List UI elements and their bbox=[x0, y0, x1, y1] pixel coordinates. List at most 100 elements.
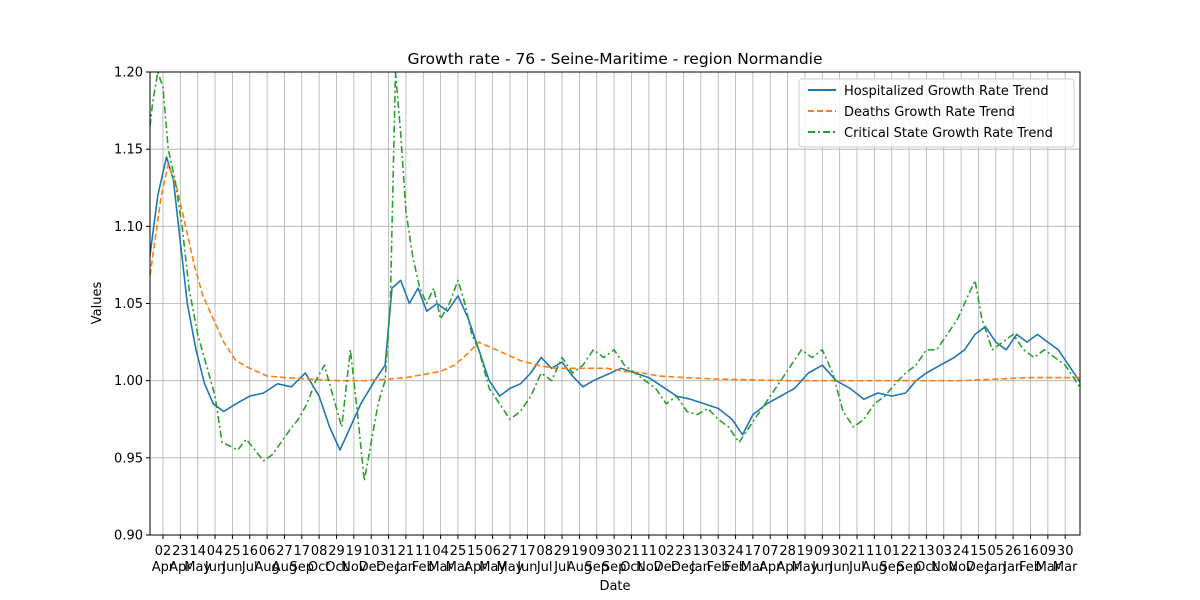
series-lines bbox=[150, 72, 1080, 482]
x-tick-day-label: 19 bbox=[797, 544, 814, 559]
x-tick-day-label: 30 bbox=[831, 544, 848, 559]
x-tick-month-label: Apr bbox=[776, 560, 799, 575]
x-tick-month-label: Sep bbox=[897, 560, 922, 575]
x-tick-month-label: Sep bbox=[290, 560, 315, 575]
x-tick-month-label: Jun bbox=[516, 560, 537, 575]
x-tick-day-label: 22 bbox=[901, 544, 918, 559]
x-tick-day-label: 17 bbox=[745, 544, 762, 559]
y-tick-label: 0.95 bbox=[114, 451, 143, 466]
x-tick-month-label: Feb bbox=[412, 560, 435, 575]
x-tick-day-label: 11 bbox=[641, 544, 658, 559]
x-tick-day-label: 09 bbox=[814, 544, 831, 559]
x-tick-day-label: 24 bbox=[953, 544, 970, 559]
x-tick-day-label: 29 bbox=[328, 544, 345, 559]
x-tick-month-label: Mar bbox=[446, 560, 471, 575]
x-tick-day-label: 24 bbox=[727, 544, 744, 559]
x-tick-month-label: Dec bbox=[966, 560, 991, 575]
x-tick-month-label: Mar bbox=[741, 560, 766, 575]
legend-box bbox=[798, 78, 1075, 148]
x-tick-day-label: 26 bbox=[1005, 544, 1022, 559]
x-tick-month-label: Dec bbox=[654, 560, 679, 575]
x-tick-month-label: Oct bbox=[620, 560, 642, 575]
x-tick-month-label: Jul bbox=[848, 560, 865, 575]
x-tick-month-label: Nov bbox=[636, 560, 662, 575]
grid bbox=[150, 71, 1080, 536]
x-tick-month-label: Aug bbox=[567, 560, 592, 575]
x-tick-day-label: 29 bbox=[554, 544, 571, 559]
x-tick-month-label: Apr bbox=[759, 560, 782, 575]
x-tick-day-label: 31 bbox=[380, 544, 397, 559]
x-tick-day-label: 06 bbox=[259, 544, 276, 559]
x-tick-day-label: 25 bbox=[224, 544, 241, 559]
x-tick-day-label: 09 bbox=[1040, 544, 1057, 559]
x-tick-day-label: 09 bbox=[588, 544, 605, 559]
x-tick-month-label: Jan bbox=[690, 560, 711, 575]
x-tick-day-label: 15 bbox=[467, 544, 484, 559]
x-tick-month-label: Jun bbox=[828, 560, 849, 575]
x-axis-ticks: 02Apr23Apr14May04Jun25Jun16Jul06Aug27Aug… bbox=[152, 535, 1078, 575]
legend-label-hospitalized: Hospitalized Growth Rate Trend bbox=[844, 84, 1049, 99]
x-tick-day-label: 07 bbox=[762, 544, 779, 559]
x-tick-day-label: 21 bbox=[623, 544, 640, 559]
x-tick-day-label: 21 bbox=[398, 544, 415, 559]
legend-label-deaths: Deaths Growth Rate Trend bbox=[844, 105, 1015, 120]
y-tick-label: 1.10 bbox=[114, 220, 143, 235]
x-tick-day-label: 19 bbox=[571, 544, 588, 559]
x-tick-day-label: 27 bbox=[276, 544, 293, 559]
x-tick-day-label: 25 bbox=[450, 544, 467, 559]
x-tick-month-label: Aug bbox=[254, 560, 279, 575]
legend-label-critical: Critical State Growth Rate Trend bbox=[844, 126, 1053, 141]
x-tick-day-label: 11 bbox=[415, 544, 432, 559]
x-tick-day-label: 16 bbox=[1022, 544, 1039, 559]
x-tick-day-label: 16 bbox=[241, 544, 258, 559]
x-tick-month-label: Sep bbox=[584, 560, 609, 575]
x-tick-month-label: Oct bbox=[308, 560, 330, 575]
x-tick-month-label: Aug bbox=[272, 560, 297, 575]
x-tick-month-label: Oct bbox=[325, 560, 347, 575]
x-tick-month-label: May bbox=[184, 560, 211, 575]
y-tick-label: 1.20 bbox=[114, 66, 143, 81]
x-tick-day-label: 15 bbox=[970, 544, 987, 559]
x-tick-day-label: 11 bbox=[866, 544, 883, 559]
x-tick-month-label: Apr bbox=[152, 560, 175, 575]
x-tick-day-label: 30 bbox=[1057, 544, 1074, 559]
x-tick-month-label: Jul bbox=[553, 560, 570, 575]
y-tick-label: 1.15 bbox=[114, 143, 143, 158]
x-tick-day-label: 17 bbox=[519, 544, 536, 559]
x-tick-day-label: 14 bbox=[189, 544, 206, 559]
x-tick-day-label: 01 bbox=[883, 544, 900, 559]
x-tick-month-label: Jun bbox=[221, 560, 242, 575]
x-tick-month-label: Sep bbox=[879, 560, 904, 575]
x-tick-month-label: Jun bbox=[811, 560, 832, 575]
x-tick-day-label: 03 bbox=[710, 544, 727, 559]
x-tick-month-label: Jul bbox=[241, 560, 258, 575]
x-tick-day-label: 17 bbox=[294, 544, 311, 559]
x-tick-month-label: Sep bbox=[602, 560, 627, 575]
x-tick-day-label: 02 bbox=[155, 544, 172, 559]
x-tick-month-label: Mar bbox=[428, 560, 453, 575]
x-tick-month-label: May bbox=[792, 560, 819, 575]
series-critical-line bbox=[150, 72, 1080, 482]
x-tick-month-label: Jan bbox=[1002, 560, 1023, 575]
x-tick-day-label: 02 bbox=[658, 544, 675, 559]
x-tick-day-label: 06 bbox=[484, 544, 501, 559]
x-tick-month-label: Jun bbox=[204, 560, 225, 575]
series-hospitalized-line bbox=[150, 156, 1080, 451]
x-tick-month-label: Aug bbox=[862, 560, 887, 575]
x-tick-month-label: May bbox=[497, 560, 524, 575]
x-tick-month-label: Dec bbox=[376, 560, 401, 575]
x-tick-month-label: Dec bbox=[359, 560, 384, 575]
x-tick-month-label: Dec bbox=[671, 560, 696, 575]
x-tick-month-label: Feb bbox=[707, 560, 730, 575]
legend: Hospitalized Growth Rate Trend Deaths Gr… bbox=[798, 78, 1075, 148]
x-tick-month-label: Nov bbox=[931, 560, 957, 575]
y-axis-label: Values bbox=[90, 282, 105, 325]
x-tick-month-label: Mar bbox=[1036, 560, 1061, 575]
x-tick-day-label: 28 bbox=[779, 544, 796, 559]
x-tick-day-label: 05 bbox=[988, 544, 1005, 559]
x-tick-month-label: Apr bbox=[464, 560, 487, 575]
x-tick-day-label: 13 bbox=[693, 544, 710, 559]
x-tick-day-label: 19 bbox=[346, 544, 363, 559]
x-tick-day-label: 04 bbox=[432, 544, 449, 559]
